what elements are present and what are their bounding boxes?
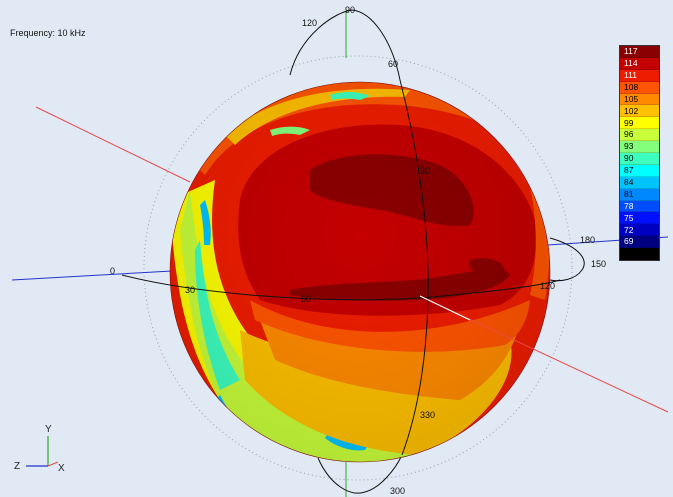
angle-label-30-top: 30	[420, 166, 430, 176]
legend-level: 72	[620, 224, 659, 237]
legend-level: 93	[620, 141, 659, 154]
x-axis-line-highlight	[419, 295, 471, 321]
color-legend: 117 114 111 108 105 102 99 96 93 90 87 84 81 78 75 72 69	[619, 45, 660, 261]
angle-label-90: 90	[345, 5, 355, 15]
frequency-label: Frequency: 10 kHz	[10, 28, 86, 38]
angle-label-30: 30	[185, 285, 195, 295]
legend-level: 105	[620, 93, 659, 106]
angle-label-60: 60	[301, 294, 311, 304]
angle-label-150: 150	[591, 259, 606, 269]
legend-level: 84	[620, 176, 659, 189]
legend-level: 114	[620, 57, 659, 70]
legend-level: 90	[620, 153, 659, 165]
horizontal-ring	[121, 274, 561, 301]
triad-x-label: X	[58, 463, 65, 474]
pressure-sphere	[170, 82, 550, 462]
axis-triad: Y Z X	[14, 424, 65, 474]
sphere-outline	[169, 81, 551, 463]
angle-label-330: 330	[420, 410, 435, 420]
angle-label-300: 300	[390, 486, 405, 496]
triad-z-label: Z	[14, 461, 20, 472]
legend-level: 99	[620, 117, 659, 130]
legend-level: 102	[620, 105, 659, 118]
horizontal-ring-right-loop	[549, 237, 585, 282]
x-axis-line-back	[35, 106, 191, 183]
legend-level: 75	[620, 212, 659, 225]
triad-x-line	[47, 461, 59, 467]
wireframe-halo	[143, 55, 573, 481]
legend-level: 117	[620, 46, 659, 58]
legend-level: 96	[620, 129, 659, 142]
angle-label-60-top: 60	[388, 59, 398, 69]
legend-level: 111	[620, 69, 659, 82]
legend-level: 87	[620, 164, 659, 177]
vertical-ring-bottom	[317, 454, 403, 494]
legend-level	[620, 248, 659, 261]
angle-label-180: 180	[580, 235, 595, 245]
vertical-ring-top	[289, 9, 401, 81]
legend-level: 69	[620, 236, 659, 249]
triad-y-label: Y	[45, 424, 52, 435]
angle-label-120-h: 120	[540, 281, 555, 291]
legend-level: 81	[620, 188, 659, 201]
legend-level: 78	[620, 200, 659, 213]
angle-label-120: 120	[302, 18, 317, 28]
legend-level: 108	[620, 81, 659, 94]
angle-label-0: 0	[110, 266, 115, 276]
z-axis-line-left	[11, 269, 191, 281]
